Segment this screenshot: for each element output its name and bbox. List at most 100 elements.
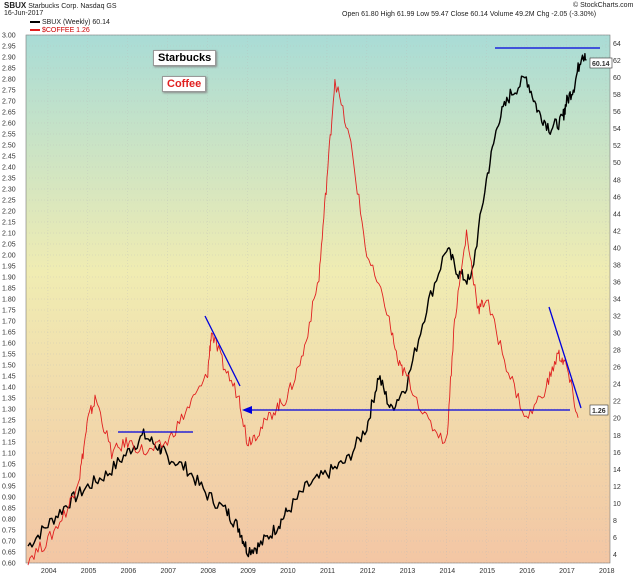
right-tick-label: 38 [613,262,621,269]
right-tick-label: 14 [613,467,621,474]
right-tick-label: 30 [613,331,621,338]
right-tick-label: 16 [613,450,621,457]
right-tick-label: 8 [613,518,617,525]
right-tick-label: 48 [613,177,621,184]
left-tick-label: 3.00 [2,33,16,40]
right-tick-label: 18 [613,433,621,440]
label-coffee: Coffee [162,76,207,92]
legend-coffee-swatch [30,29,40,32]
right-tick-label: 40 [613,245,621,252]
left-tick-label: 2.40 [2,165,16,172]
x-tick-label: 2013 [400,568,416,575]
left-tick-label: 2.65 [2,110,16,117]
left-tick-label: 1.75 [2,308,16,315]
left-tick-label: 0.70 [2,539,16,546]
right-tick-label: 28 [613,348,621,355]
right-tick-label: 20 [613,416,621,423]
trend-lines [118,47,600,433]
right-tick-label: 60 [613,75,621,82]
left-tick-label: 2.20 [2,209,16,216]
right-axis: 4681012141618202224262830323436384042444… [613,41,621,559]
left-tick-label: 1.60 [2,341,16,348]
exchange-name: Nasdaq GS [80,3,117,10]
left-tick-label: 1.65 [2,330,16,337]
last-value-badges: 60.14 1.26 [589,57,613,416]
coffee-line [27,78,579,566]
left-tick-label: 2.15 [2,220,16,227]
x-tick-label: 2010 [280,568,296,575]
x-axis: 2004 2005 2006 2007 2008 2009 2010 2011 2012 2013… [41,568,615,575]
x-tick-label: 2018 [599,568,615,575]
left-tick-label: 1.40 [2,385,16,392]
x-tick-label: 2007 [161,568,177,575]
left-tick-label: 2.35 [2,176,16,183]
left-tick-label: 2.60 [2,121,16,128]
badge-coffee-box [589,404,609,416]
left-tick-label: 2.85 [2,66,16,73]
left-tick-label: 2.80 [2,77,16,84]
left-tick-label: 0.80 [2,517,16,524]
x-tick-label: 2015 [479,568,495,575]
left-tick-label: 2.55 [2,132,16,139]
right-tick-label: 44 [613,211,621,218]
left-tick-label: 2.05 [2,242,16,249]
x-tick-label: 2008 [200,568,216,575]
badge-sbux: 60.14 [592,61,610,68]
left-tick-label: 2.25 [2,198,16,205]
left-tick-label: 1.50 [2,363,16,370]
left-tick-label: 1.85 [2,286,16,293]
right-tick-label: 32 [613,314,621,321]
x-tick-label: 2004 [41,568,57,575]
series-lines [27,53,587,566]
x-tick-label: 2005 [81,568,97,575]
right-tick-label: 4 [613,552,617,559]
left-tick-label: 2.10 [2,231,16,238]
x-tick-label: 2012 [360,568,376,575]
left-tick-label: 2.00 [2,253,16,260]
left-tick-label: 1.25 [2,418,16,425]
sbux-line [27,53,587,558]
right-tick-label: 54 [613,126,621,133]
left-tick-label: 1.55 [2,352,16,359]
arrow-left-icon [242,406,252,414]
right-tick-label: 62 [613,58,621,65]
left-tick-label: 2.50 [2,143,16,150]
left-tick-label: 1.70 [2,319,16,326]
legend-sbux-label: SBUX (Weekly) 60.14 [41,19,110,26]
left-tick-label: 2.95 [2,44,16,51]
right-tick-label: 22 [613,399,621,406]
left-tick-label: 1.80 [2,297,16,304]
ticker-symbol: SBUX [4,1,27,10]
left-tick-label: 0.75 [2,528,16,535]
left-tick-label: 2.75 [2,88,16,95]
left-tick-label: 0.85 [2,506,16,513]
left-tick-label: 2.90 [2,55,16,62]
company-name: Starbucks Corp. [28,3,79,10]
right-tick-label: 10 [613,501,621,508]
right-tick-label: 6 [613,535,617,542]
legend-sbux: SBUX (Weekly) 60.14 [30,19,110,26]
left-axis: 0.60 0.65 0.70 0.75 0.80 0.85 0.90 0.95 1.00 1.05… [2,33,16,568]
right-tick-label: 50 [613,160,621,167]
legend-coffee-label: $COFFEE 1.26 [41,27,90,34]
left-tick-label: 2.70 [2,99,16,106]
right-tick-label: 64 [613,41,621,48]
x-tick-label: 2017 [559,568,575,575]
label-starbucks: Starbucks [153,50,217,66]
left-tick-label: 0.95 [2,484,16,491]
stockcharts-credit: © StockCharts.com [573,2,634,9]
trendline-coffee-2008 [204,315,241,387]
right-tick-label: 26 [613,365,621,372]
left-tick-label: 1.45 [2,374,16,381]
left-tick-label: 1.05 [2,462,16,469]
left-tick-label: 1.00 [2,473,16,480]
right-tick-label: 24 [613,382,621,389]
left-tick-label: 0.65 [2,550,16,557]
grid-lines [26,34,610,564]
left-tick-label: 1.35 [2,396,16,403]
right-tick-label: 56 [613,109,621,116]
left-tick-label: 1.20 [2,429,16,436]
chart-date: 16-Jun-2017 [4,10,44,17]
right-tick-label: 58 [613,92,621,99]
